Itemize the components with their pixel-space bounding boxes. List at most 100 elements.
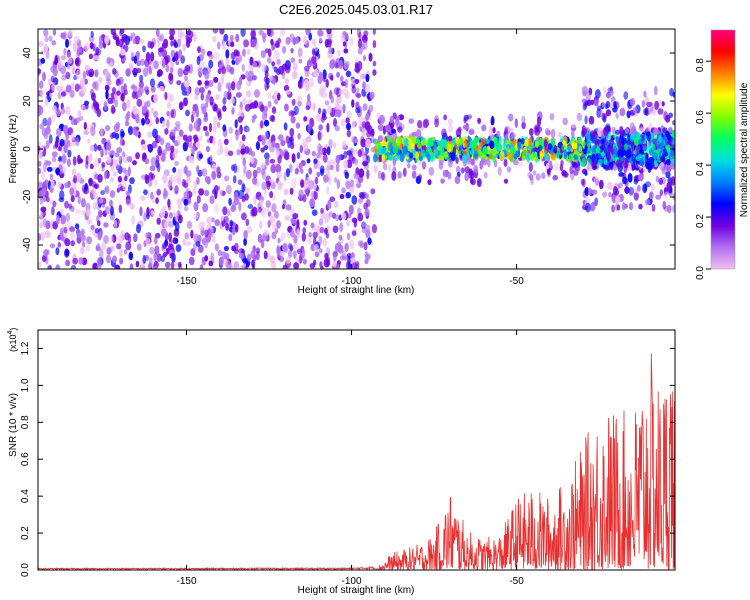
spectrogram-cell xyxy=(74,83,80,92)
spectrogram-cell xyxy=(670,176,675,186)
spectrogram-cell xyxy=(111,87,117,94)
spectrogram-cell xyxy=(148,262,152,269)
spectrogram-cell xyxy=(116,90,121,96)
spectrogram-cell xyxy=(113,123,120,133)
colorbar-tick-label: 0.0 xyxy=(695,266,706,280)
spectrogram-cell xyxy=(177,214,183,224)
spectrogram-cell xyxy=(64,105,71,116)
spectrogram-cell xyxy=(402,145,408,155)
spectrogram-cell xyxy=(208,228,214,238)
spectrogram-cell xyxy=(334,125,340,132)
spectrogram-cell xyxy=(156,253,162,262)
spectrogram-cell xyxy=(372,29,376,35)
spectrogram-cell xyxy=(339,76,344,83)
spectrogram-cell xyxy=(168,221,174,228)
spectrogram-cell xyxy=(56,127,62,137)
spectrogram-cell xyxy=(311,150,316,157)
spectrogram-cell xyxy=(83,78,88,85)
spectrogram-cell xyxy=(198,135,203,142)
spectrogram-cell xyxy=(597,153,603,159)
spectrogram-cell xyxy=(157,135,162,143)
spectrogram-cell xyxy=(281,204,286,210)
spectrogram-cell xyxy=(40,211,44,218)
spectrogram-cell xyxy=(225,49,230,59)
spectrogram-cell xyxy=(88,71,94,78)
spectrogram-cell xyxy=(291,153,296,164)
spectrogram-cell xyxy=(174,221,180,232)
spectrogram-cell xyxy=(293,250,297,259)
spectrogram-cell xyxy=(100,126,104,137)
spectrogram-cell xyxy=(327,160,331,171)
spectrogram-cell xyxy=(269,255,275,264)
spectrogram-cell xyxy=(329,164,334,171)
spectrogram-cell xyxy=(150,191,154,200)
spectrogram-cell xyxy=(336,179,341,189)
spectrogram-cell xyxy=(124,175,128,182)
spectrogram-cell xyxy=(340,118,346,127)
spectrogram-cell xyxy=(56,214,60,225)
spectrogram-cell xyxy=(241,63,245,72)
spectrogram-cell xyxy=(283,188,289,196)
spectrogram-cell xyxy=(346,110,353,119)
spectrogram-cell xyxy=(232,175,237,184)
spectrogram-cell xyxy=(43,29,49,37)
spectrogram-cell xyxy=(372,60,377,67)
spectrogram-cell xyxy=(121,151,126,158)
spectrogram-cell xyxy=(468,168,473,176)
spectrogram-cell xyxy=(214,203,219,214)
snr-x-ticks: -150 -100 -50 xyxy=(177,330,524,587)
spectrogram-cell xyxy=(57,146,62,152)
spectrogram-cell xyxy=(379,114,385,125)
spectrogram-cell xyxy=(150,85,156,93)
spectrogram-cell xyxy=(217,68,222,75)
spectrogram-cell xyxy=(154,245,160,255)
spectrogram-cell xyxy=(654,85,658,96)
spectrogram-cell xyxy=(348,239,355,250)
spectrogram-cell xyxy=(166,101,172,109)
spectrogram-cell xyxy=(208,122,213,133)
spectrogram-cell xyxy=(563,149,568,159)
spectrogram-cell xyxy=(212,29,219,34)
spectrogram-cell xyxy=(396,115,400,122)
spectrogram-cell xyxy=(246,126,250,133)
spectrogram-cell xyxy=(304,79,310,88)
spectrogram-cell xyxy=(231,227,236,236)
spectrogram-cell xyxy=(312,102,316,111)
spectrogram-cell xyxy=(260,168,266,176)
spectrogram-cell xyxy=(122,139,126,146)
spectrogram-cell xyxy=(521,121,526,130)
spectrogram-cell xyxy=(267,92,272,100)
spectrogram-cell xyxy=(196,55,201,66)
spectrogram-cell xyxy=(280,139,286,147)
spectrogram-cell xyxy=(362,160,368,167)
spectrogram-cell xyxy=(142,254,146,264)
spectrogram-cell xyxy=(135,152,140,160)
spectrogram-cell xyxy=(263,145,269,151)
spectrogram-cell xyxy=(92,81,97,89)
spectrogram-cell xyxy=(651,203,656,212)
spectrogram-cell xyxy=(132,126,137,136)
spectrogram-cell xyxy=(49,92,53,98)
spectrogram-cell xyxy=(145,89,150,95)
spectrogram-cell xyxy=(534,125,539,132)
spectrogram-cell xyxy=(39,231,46,241)
spectrogram-cell xyxy=(190,114,194,123)
spectrogram-cell xyxy=(97,174,103,183)
spectrogram-cell xyxy=(365,138,372,149)
spectrogram-cell xyxy=(38,105,44,116)
spectrogram-cell xyxy=(576,112,583,122)
spectrogram-cell xyxy=(97,220,101,227)
spectrogram-cell xyxy=(184,232,189,240)
spectrogram-cell xyxy=(164,128,169,135)
spectrogram-cell xyxy=(105,125,110,131)
spectrogram-cell xyxy=(397,136,402,146)
spectrogram-cell xyxy=(88,53,93,60)
spectrogram-cell xyxy=(55,247,60,256)
spectrogram-cell xyxy=(219,145,224,154)
spectrogram-cell xyxy=(265,200,271,208)
spectrogram-cell xyxy=(666,204,672,214)
spectrogram-cell xyxy=(622,202,626,211)
spectrogram-cell xyxy=(353,173,359,180)
spectrogram-cell xyxy=(136,223,141,234)
spectrogram-cell xyxy=(646,101,653,108)
